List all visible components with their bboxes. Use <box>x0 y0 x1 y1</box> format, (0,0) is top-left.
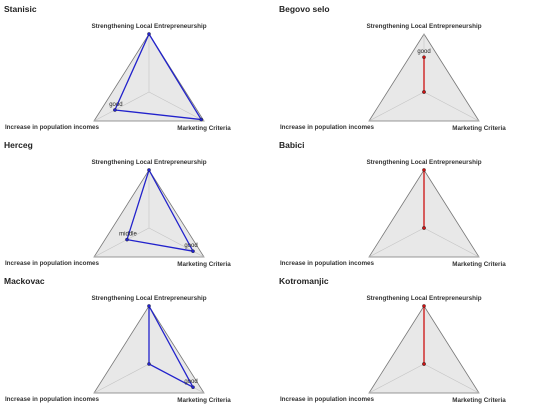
data-point <box>147 168 151 172</box>
radar-spoke <box>93 363 150 394</box>
data-series-line <box>126 168 195 253</box>
radar-panel-mackovac: Mackovac Strengthening Local Entrepreneu… <box>0 272 275 408</box>
data-point <box>147 32 151 36</box>
data-point <box>422 55 426 60</box>
radar-spoke <box>93 227 150 258</box>
panel-title: Mackovac <box>4 276 45 286</box>
radar-spoke <box>368 227 425 258</box>
panel-title: Begovo selo <box>279 4 330 14</box>
axis-label: Increase in population incomes <box>280 260 375 267</box>
data-point <box>147 304 151 308</box>
radar-spoke <box>423 227 480 258</box>
radar-chart: Strengthening Local Entrepreneurship Mark… <box>5 295 231 404</box>
panel-title: Babici <box>279 140 305 150</box>
data-annotation: middle <box>119 232 137 238</box>
data-point <box>422 90 426 94</box>
panel-title: Kotromanjic <box>279 276 329 286</box>
data-annotation: good <box>184 379 197 385</box>
data-annotation: good <box>109 102 122 108</box>
data-point <box>113 108 117 112</box>
axis-label: Increase in population incomes <box>5 124 100 131</box>
radar-panel-herceg: Herceg Strengthening Local Entrepreneurs… <box>0 136 275 272</box>
radar-spoke <box>148 227 205 258</box>
data-point <box>199 117 204 122</box>
data-point <box>191 249 195 253</box>
radar-panel-stanisic: Stanisic Strengthening Local Entrepreneu… <box>0 0 275 136</box>
axis-label: Strengthening Local Entrepreneurship <box>366 159 481 166</box>
axis-label: Marketing Criteria <box>452 397 506 404</box>
data-point <box>422 362 426 366</box>
data-point <box>147 362 151 366</box>
data-annotation: good <box>417 49 430 55</box>
axis-label: Marketing Criteria <box>177 125 231 132</box>
axis-label: Strengthening Local Entrepreneurship <box>91 159 206 166</box>
radar-spoke <box>148 91 205 122</box>
radar-chart: Strengthening Local Entrepreneurship Mark… <box>280 295 506 404</box>
radar-spoke <box>423 363 480 394</box>
data-point <box>125 237 129 242</box>
radar-chart: Strengthening Local Entrepreneurship Mark… <box>280 159 506 268</box>
axis-label: Increase in population incomes <box>5 396 100 403</box>
radar-chart: Strengthening Local Entrepreneurship Mark… <box>5 159 231 268</box>
axis-label: Strengthening Local Entrepreneurship <box>366 23 481 30</box>
data-point <box>422 304 426 308</box>
radar-spoke <box>93 91 150 122</box>
data-point <box>422 226 426 230</box>
data-series-line <box>113 32 203 121</box>
radar-chart: Strengthening Local Entrepreneurship Mark… <box>280 23 506 132</box>
radar-spoke <box>368 363 425 394</box>
radar-spoke <box>423 91 480 122</box>
data-point <box>191 385 195 389</box>
radar-spoke <box>368 91 425 122</box>
data-series-line <box>148 305 195 389</box>
axis-label: Marketing Criteria <box>177 397 231 404</box>
radar-panel-begovo-selo: Begovo selo Strengthening Local Entrepre… <box>275 0 550 136</box>
axis-label: Strengthening Local Entrepreneurship <box>91 23 206 30</box>
axis-label: Marketing Criteria <box>177 261 231 268</box>
axis-label: Marketing Criteria <box>452 261 506 268</box>
axis-label: Increase in population incomes <box>5 260 100 267</box>
axis-label: Marketing Criteria <box>452 125 506 132</box>
axis-label: Increase in population incomes <box>280 124 375 131</box>
panel-title: Herceg <box>4 140 33 150</box>
axis-label: Strengthening Local Entrepreneurship <box>366 295 481 302</box>
data-point <box>422 168 426 172</box>
axis-label: Strengthening Local Entrepreneurship <box>91 295 206 302</box>
radar-panel-kotromanjic: Kotromanjic Strengthening Local Entrepre… <box>275 272 550 408</box>
radar-panel-babici: Babici Strengthening Local Entrepreneurs… <box>275 136 550 272</box>
panel-title: Stanisic <box>4 4 37 14</box>
axis-label: Increase in population incomes <box>280 396 375 403</box>
radar-chart: Strengthening Local Entrepreneurship Mark… <box>5 23 231 132</box>
data-annotation: good <box>184 243 197 249</box>
